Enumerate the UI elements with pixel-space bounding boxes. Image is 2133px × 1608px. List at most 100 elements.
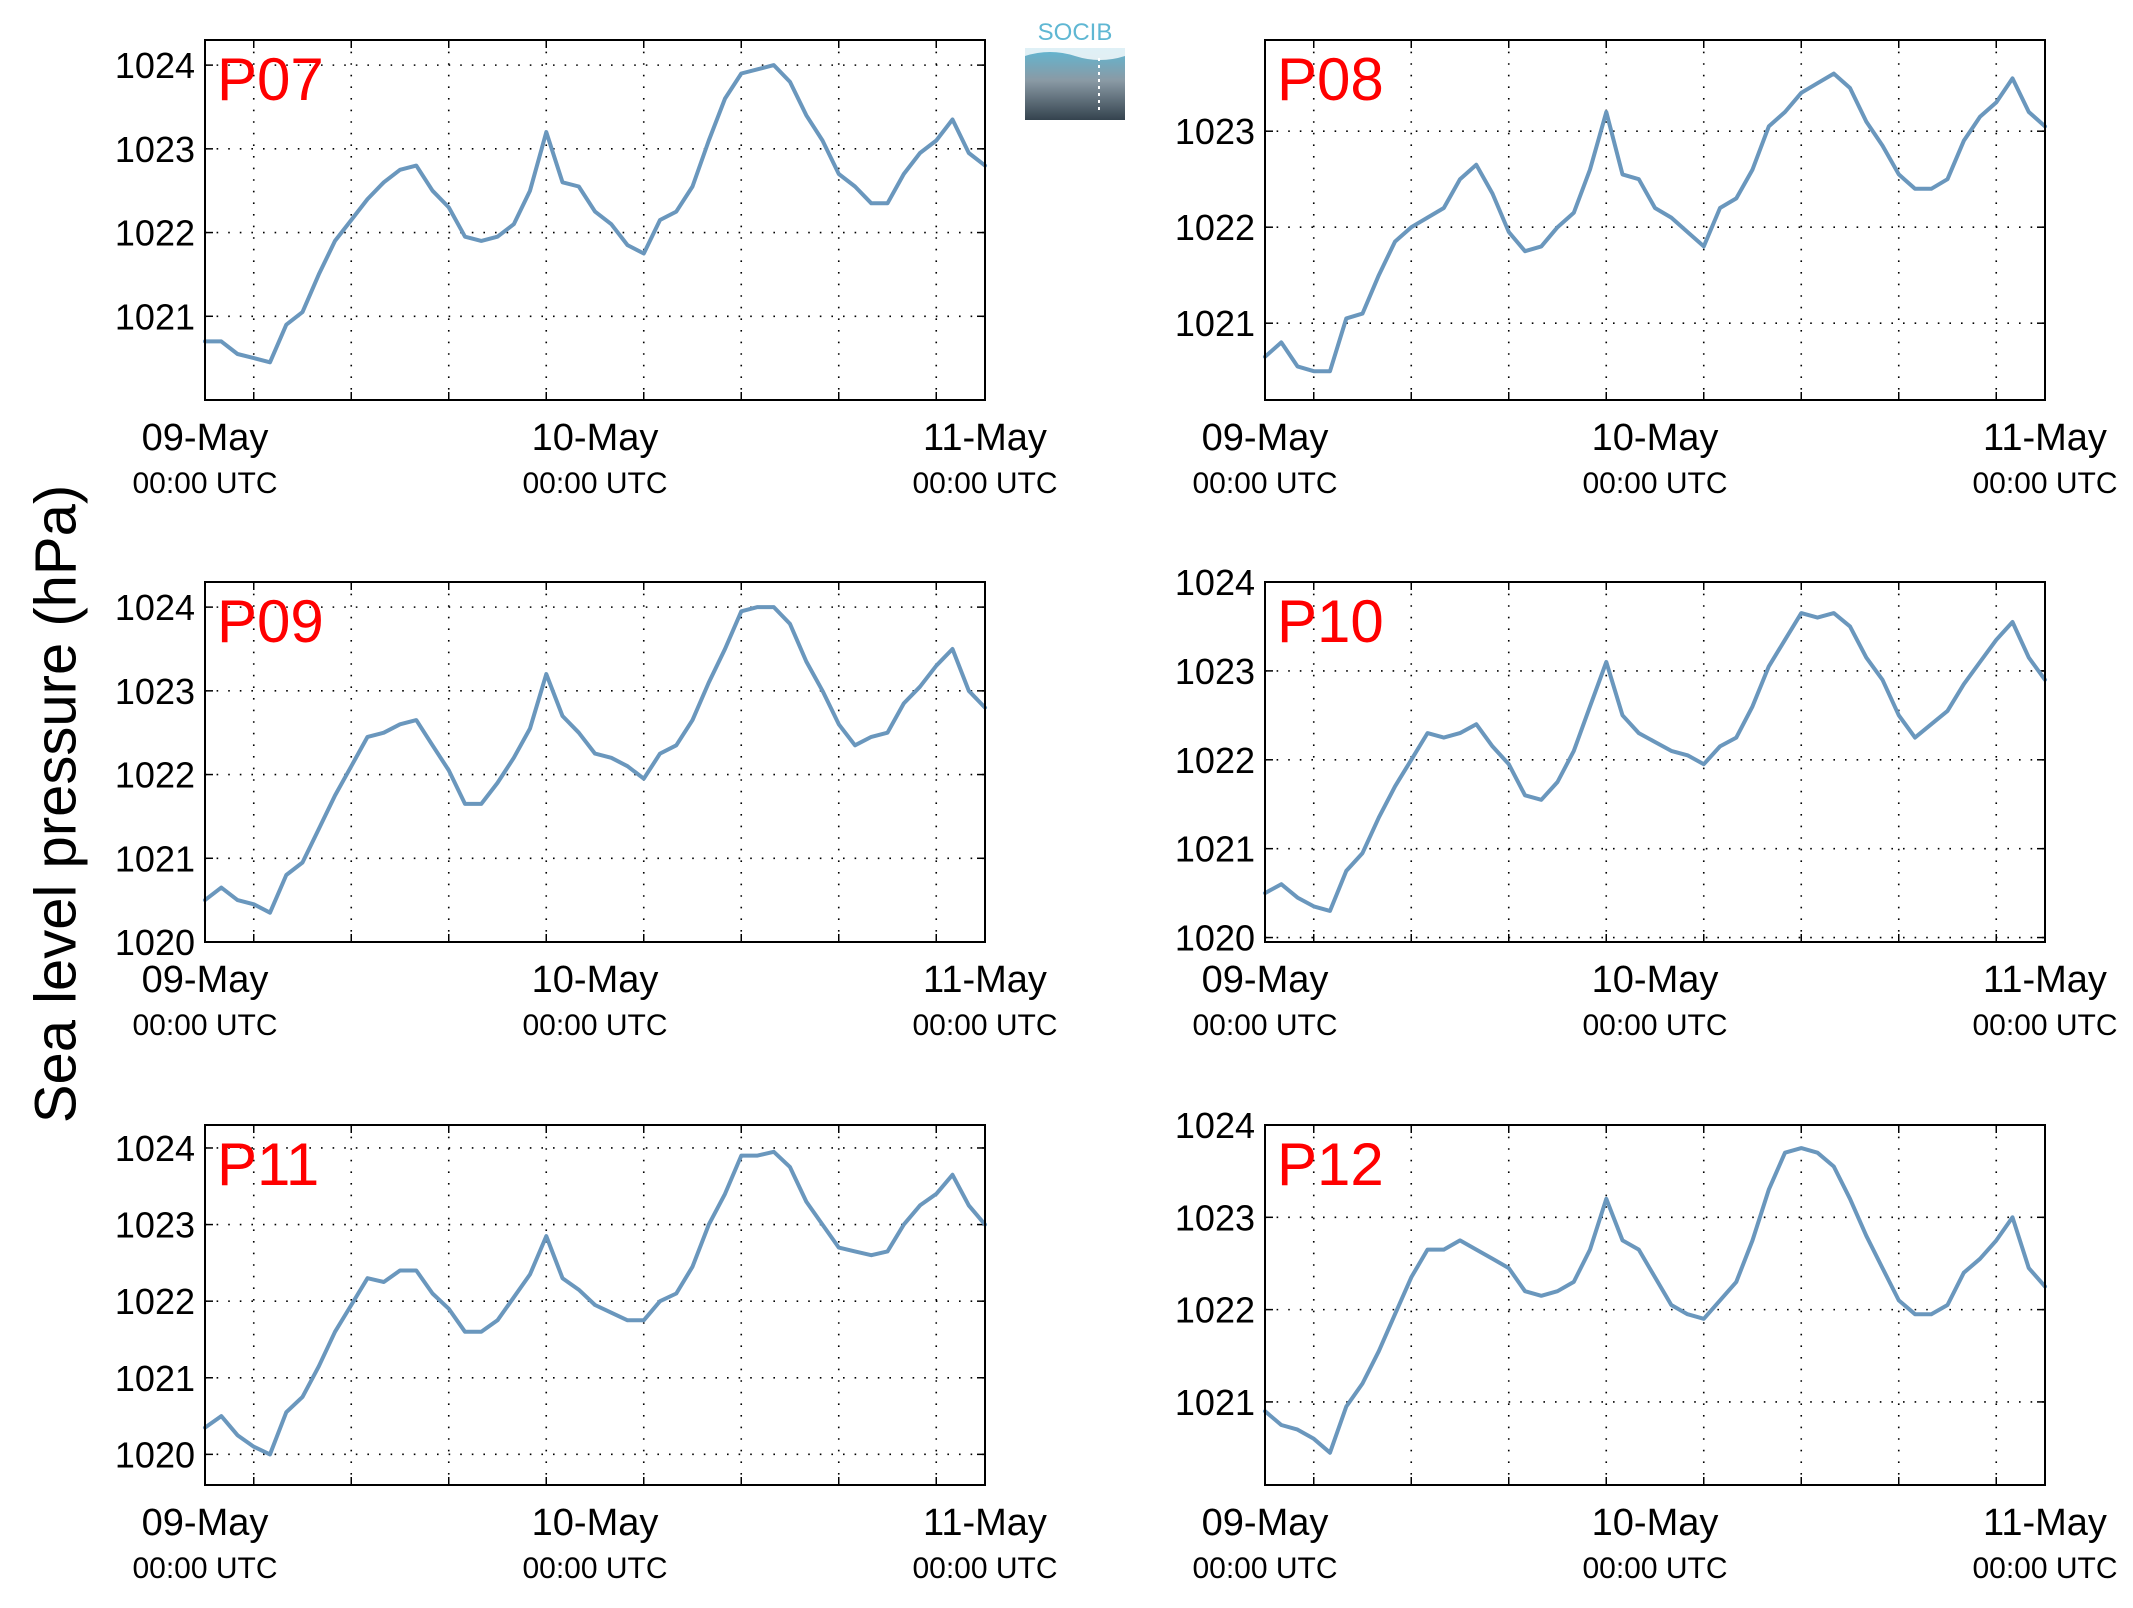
x-tick-label-time: 00:00 UTC — [132, 1552, 277, 1585]
data-point — [1929, 187, 1933, 191]
x-tick-label-time: 00:00 UTC — [1972, 467, 2117, 500]
data-point — [1669, 749, 1673, 753]
data-point — [1686, 753, 1689, 757]
y-tick-label: 1023 — [115, 1205, 195, 1246]
x-tick-label-date: 09-May — [1202, 417, 1329, 459]
data-point — [1621, 713, 1624, 717]
data-point — [366, 1276, 369, 1280]
data-point — [1702, 1317, 1706, 1321]
data-point — [593, 752, 597, 756]
axes-frame — [1264, 581, 2046, 943]
data-point — [268, 1452, 272, 1456]
y-tick-label: 1021 — [1175, 1382, 1255, 1423]
data-point — [252, 356, 256, 360]
data-point — [447, 1307, 451, 1311]
panel-p10: 1020 1021 1022 1023 1024 09-May 00:00 UTC 10-Ma… — [1175, 562, 2118, 1042]
data-point — [333, 794, 337, 797]
data-point — [1279, 1423, 1283, 1427]
data-point — [528, 727, 532, 730]
data-point — [934, 664, 938, 668]
data-point — [1426, 1248, 1429, 1252]
y-tick-label: 1022 — [1175, 740, 1255, 781]
data-point — [593, 210, 597, 214]
data-point — [1913, 187, 1917, 191]
x-tick-label-date: 11-May — [1983, 417, 2107, 459]
x-tick-label-time: 00:00 UTC — [132, 467, 277, 500]
y-tick-label: 1024 — [115, 45, 195, 86]
data-point — [723, 97, 727, 101]
data-point — [333, 239, 337, 243]
data-point — [1897, 1298, 1901, 1302]
data-point — [479, 1330, 483, 1334]
data-point — [1718, 1298, 1722, 1302]
data-point — [236, 898, 239, 902]
y-tick-label: 1023 — [1175, 651, 1255, 692]
data-point — [1442, 206, 1446, 210]
data-point — [756, 605, 759, 609]
data-point — [1848, 86, 1852, 90]
data-point — [382, 1280, 386, 1284]
data-point — [626, 243, 629, 247]
x-tick-label-time: 00:00 UTC — [1192, 1552, 1337, 1585]
data-point — [1361, 851, 1364, 855]
data-point — [853, 1249, 857, 1253]
data-point — [1881, 1266, 1884, 1270]
data-point — [1669, 1303, 1673, 1307]
data-point — [431, 1292, 434, 1295]
x-tick-label-date: 09-May — [142, 959, 269, 1001]
data-point — [951, 647, 954, 651]
data-point — [837, 1246, 841, 1250]
data-point — [1637, 177, 1641, 181]
data-point — [707, 1223, 711, 1227]
data-point — [886, 201, 889, 205]
data-point — [479, 239, 483, 243]
data-point — [1572, 749, 1576, 753]
panel-label: P09 — [217, 588, 324, 655]
data-point — [1832, 1165, 1836, 1168]
data-point — [1767, 124, 1771, 128]
data-point — [869, 1253, 873, 1257]
data-point — [1751, 704, 1754, 708]
data-point — [837, 722, 841, 726]
socib-logo: SOCIB — [1025, 19, 1125, 120]
data-point — [756, 1154, 759, 1158]
data-point — [1491, 1257, 1494, 1261]
data-point — [1588, 1248, 1592, 1252]
data-point — [804, 1200, 808, 1204]
series-line-p11 — [203, 1149, 987, 1457]
data-point — [1296, 364, 1299, 368]
x-tick-label-date: 09-May — [142, 1502, 269, 1544]
y-tick-label: 1021 — [1175, 829, 1255, 870]
data-point — [869, 735, 873, 739]
data-point — [1409, 758, 1413, 762]
data-point — [1718, 744, 1722, 748]
data-point — [252, 1445, 256, 1449]
data-point — [1491, 744, 1494, 748]
data-point — [1409, 225, 1413, 229]
data-point — [1523, 1289, 1527, 1293]
data-point — [1913, 1312, 1917, 1316]
data-point — [219, 886, 223, 890]
x-tick-label-date: 11-May — [923, 959, 1047, 1001]
panel-label: P08 — [1277, 46, 1384, 113]
panel-label: P07 — [217, 46, 324, 113]
data-point — [674, 743, 678, 747]
data-point — [431, 189, 434, 193]
series-line-p10 — [1263, 611, 2047, 913]
data-point — [1474, 163, 1478, 167]
data-point — [1572, 211, 1576, 215]
data-point — [1604, 1197, 1608, 1201]
data-point — [642, 1318, 646, 1322]
data-point — [398, 1269, 402, 1272]
data-point — [2027, 110, 2031, 114]
data-point — [1458, 1238, 1462, 1242]
x-tick-label-time: 00:00 UTC — [522, 467, 667, 500]
x-tick-label-time: 00:00 UTC — [1192, 1009, 1337, 1042]
data-point — [1539, 1294, 1543, 1298]
axes-frame — [1264, 1124, 2046, 1486]
data-point — [1361, 1382, 1364, 1385]
data-point — [1458, 177, 1462, 181]
data-point — [902, 172, 906, 176]
y-tick-label: 1020 — [115, 1434, 195, 1475]
